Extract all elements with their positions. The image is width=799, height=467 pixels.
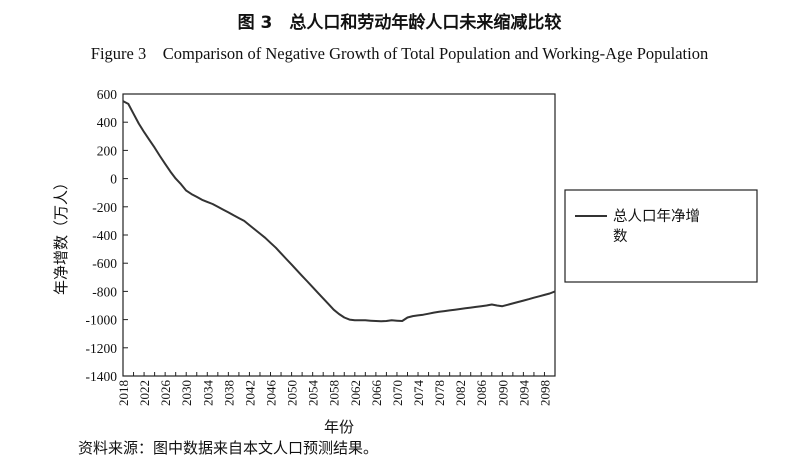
x-tick-label: 2046 xyxy=(264,380,279,407)
source-note: 资料来源：图中数据来自本文人口预测结果。 xyxy=(78,439,379,457)
x-tick-label: 2086 xyxy=(474,380,489,407)
y-tick-label: -400 xyxy=(92,228,117,243)
x-tick-label: 2090 xyxy=(495,380,510,406)
x-tick-label: 2022 xyxy=(137,380,152,406)
x-axis-title: 年份 xyxy=(324,418,354,436)
x-tick-label: 2050 xyxy=(285,380,300,406)
x-tick-label: 2018 xyxy=(116,380,131,406)
x-tick-label: 2030 xyxy=(179,380,194,406)
chart-title-cn: 图 3 总人口和劳动年龄人口未来缩减比较 xyxy=(237,13,562,33)
x-tick-label: 2054 xyxy=(306,380,321,407)
chart-title-en: Figure 3 Comparison of Negative Growth o… xyxy=(90,44,709,63)
legend-box xyxy=(564,189,758,283)
y-tick-label: -1400 xyxy=(86,369,118,384)
y-tick-label: 200 xyxy=(97,143,118,158)
y-axis-title: 年净增数（万人） xyxy=(52,175,70,295)
y-tick-label: 600 xyxy=(97,87,118,102)
y-tick-label: -1200 xyxy=(86,341,118,356)
y-tick-label: -600 xyxy=(92,256,117,271)
series-line-1 xyxy=(122,100,556,323)
x-tick-label: 2062 xyxy=(348,380,363,406)
x-tick-label: 2038 xyxy=(221,380,236,406)
x-tick-label: 2058 xyxy=(327,380,342,406)
x-tick-label: 2026 xyxy=(158,380,173,407)
x-tick-label: 2078 xyxy=(432,380,447,406)
x-tick-label: 2074 xyxy=(411,380,426,407)
y-tick-label: 0 xyxy=(110,172,117,187)
x-tick-label: 2070 xyxy=(390,380,405,406)
x-tick-label: 2082 xyxy=(453,380,468,406)
x-tick-label: 2066 xyxy=(369,380,384,407)
y-tick-label: -1000 xyxy=(86,313,118,328)
y-tick-label: 400 xyxy=(97,115,118,130)
x-tick-label: 2042 xyxy=(242,380,257,406)
legend-label-1: 总人口年净增 xyxy=(613,208,700,225)
y-tick-label: -200 xyxy=(92,200,117,215)
x-tick-label: 2034 xyxy=(200,380,215,407)
legend-label-1: 数 xyxy=(613,228,628,245)
y-tick-label: -800 xyxy=(92,284,117,299)
x-tick-label: 2094 xyxy=(516,380,531,407)
plot-frame xyxy=(122,93,556,377)
x-tick-label: 2098 xyxy=(537,380,552,406)
